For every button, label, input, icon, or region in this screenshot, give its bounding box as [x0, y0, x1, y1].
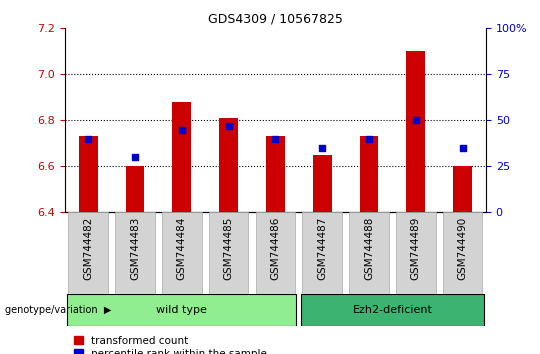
- Bar: [126, 166, 144, 212]
- Text: GSM744485: GSM744485: [224, 216, 234, 280]
- Text: genotype/variation  ▶: genotype/variation ▶: [5, 305, 112, 315]
- Point: [178, 127, 186, 132]
- Text: GSM744489: GSM744489: [411, 216, 421, 280]
- Point: [84, 136, 92, 142]
- FancyBboxPatch shape: [349, 212, 389, 294]
- Text: GSM744483: GSM744483: [130, 216, 140, 280]
- Text: GSM744482: GSM744482: [83, 216, 93, 280]
- Bar: [407, 51, 425, 212]
- Bar: [360, 136, 379, 212]
- Legend: transformed count, percentile rank within the sample: transformed count, percentile rank withi…: [70, 331, 271, 354]
- Point: [458, 145, 467, 151]
- Text: Ezh2-deficient: Ezh2-deficient: [353, 305, 433, 315]
- FancyBboxPatch shape: [115, 212, 155, 294]
- Point: [318, 145, 327, 151]
- FancyBboxPatch shape: [301, 294, 484, 326]
- FancyBboxPatch shape: [443, 212, 483, 294]
- Bar: [219, 118, 238, 212]
- Point: [131, 154, 139, 160]
- FancyBboxPatch shape: [396, 212, 436, 294]
- Point: [364, 136, 373, 142]
- Point: [271, 136, 280, 142]
- Point: [224, 123, 233, 129]
- FancyBboxPatch shape: [67, 294, 296, 326]
- Point: [411, 118, 420, 123]
- Text: GSM744488: GSM744488: [364, 216, 374, 280]
- FancyBboxPatch shape: [302, 212, 342, 294]
- Bar: [313, 155, 332, 212]
- Text: GSM744490: GSM744490: [457, 216, 468, 280]
- FancyBboxPatch shape: [255, 212, 295, 294]
- Text: GSM744486: GSM744486: [271, 216, 280, 280]
- Bar: [266, 136, 285, 212]
- Bar: [453, 166, 472, 212]
- FancyBboxPatch shape: [208, 212, 248, 294]
- Text: wild type: wild type: [157, 305, 207, 315]
- Bar: [172, 102, 191, 212]
- FancyBboxPatch shape: [68, 212, 108, 294]
- FancyBboxPatch shape: [162, 212, 201, 294]
- Text: GSM744484: GSM744484: [177, 216, 187, 280]
- Text: GSM744487: GSM744487: [317, 216, 327, 280]
- Bar: [79, 136, 98, 212]
- Title: GDS4309 / 10567825: GDS4309 / 10567825: [208, 13, 343, 26]
